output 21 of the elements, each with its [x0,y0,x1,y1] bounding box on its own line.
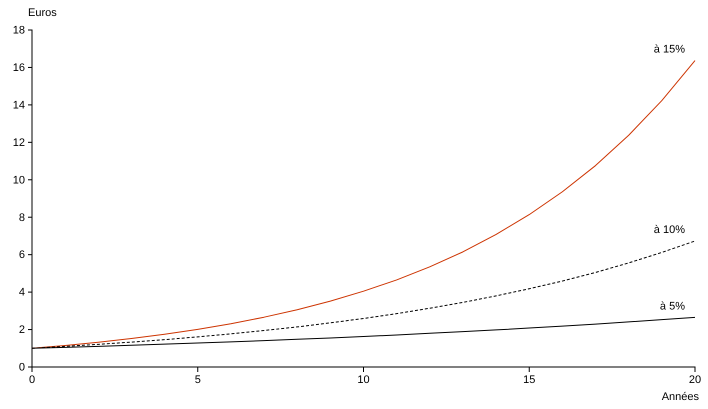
series-label: à 15% [654,44,686,56]
y-axis-title: Euros [28,7,58,19]
y-tick-label: 14 [12,99,25,112]
x-tick-label: 20 [688,374,702,386]
y-tick-label: 4 [18,286,25,299]
y-tick-label: 12 [12,136,25,149]
y-tick-label: 10 [12,174,25,186]
x-axis-title: Années [662,391,700,403]
y-tick-label: 2 [18,324,25,336]
x-tick-label: 15 [523,374,536,386]
x-tick-label: 10 [357,374,370,386]
y-tick-label: 18 [12,24,25,37]
series-label: à 5% [660,300,686,312]
x-tick-label: 0 [28,374,36,386]
line-series [32,60,696,349]
y-tick-label: 6 [18,249,25,262]
y-tick-label: 0 [18,362,25,374]
y-tick-label: 8 [18,212,25,224]
x-tick-label: 5 [194,374,201,386]
series-label: à 10% [654,224,686,236]
y-tick-label: 16 [12,62,25,74]
